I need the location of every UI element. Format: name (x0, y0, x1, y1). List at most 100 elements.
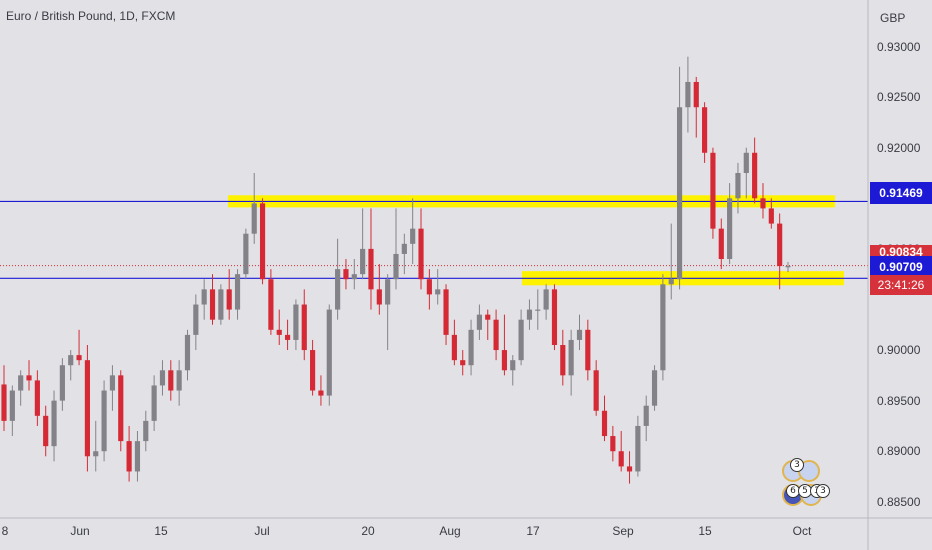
price-tick-label: 0.89000 (877, 444, 921, 459)
candle-body (134, 441, 141, 472)
badge-number: 6 (786, 484, 800, 498)
bar-countdown: 23:41:26 (870, 275, 932, 295)
candle-body (26, 375, 32, 381)
candle-body (777, 223, 783, 267)
candle-body (451, 334, 457, 361)
candle-body (576, 329, 583, 340)
candle-body (276, 329, 282, 335)
candle-body (535, 309, 541, 311)
date-tick-label: 15 (154, 524, 168, 538)
candle-body (326, 309, 332, 396)
date-tick-label: 15 (698, 524, 712, 538)
candle-body (727, 198, 733, 259)
candle-body (201, 289, 207, 305)
upper-level-tag: 0.91469 (870, 182, 932, 204)
candle-body (101, 390, 107, 452)
candle-body (685, 81, 691, 108)
candle-body (93, 451, 99, 457)
candle-body (310, 350, 316, 391)
candle-body (735, 173, 741, 199)
last-price-tag: 0.90834 (870, 245, 932, 259)
candle-body (493, 319, 499, 351)
date-tick-label: Aug (439, 524, 461, 538)
price-tick-label: 0.89500 (877, 393, 921, 408)
candle-body (59, 365, 65, 401)
candle-body (9, 390, 15, 421)
candle-body (34, 380, 40, 416)
date-tick-label: 17 (526, 524, 540, 538)
candle-body (635, 425, 641, 472)
candle-body (193, 304, 199, 335)
candle-body (718, 228, 724, 259)
price-tick-label: 0.90000 (877, 343, 921, 358)
candle-body (18, 375, 24, 391)
candle-body (543, 289, 549, 310)
candle-body (418, 228, 424, 280)
candle-body (501, 350, 508, 371)
candle-body (585, 329, 591, 371)
candle-body (109, 375, 116, 391)
price-tick-label: 0.93000 (877, 39, 921, 54)
candle-body (184, 334, 191, 371)
candle-body (526, 309, 533, 320)
candle-body (351, 274, 357, 280)
candle-body (268, 279, 274, 330)
candle-body (343, 269, 349, 280)
candle-body (126, 441, 132, 472)
candle-body (151, 385, 157, 421)
candle-body (560, 344, 566, 376)
date-tick-label: Sep (612, 524, 634, 538)
candle-body (518, 319, 524, 361)
candle-body (259, 203, 266, 280)
date-tick-label: Jul (254, 524, 270, 538)
candle-body (43, 415, 49, 447)
candle-body (468, 329, 474, 366)
date-tick-label: 20 (361, 524, 375, 538)
candle-body (551, 289, 558, 345)
candle-body (76, 355, 82, 361)
candle-body (143, 420, 149, 442)
candle-body (568, 339, 574, 376)
candle-body (660, 284, 666, 371)
candle-body (301, 304, 307, 351)
candle-body (760, 198, 766, 209)
symbol-title: Euro / British Pound, 1D, FXCM (6, 9, 176, 23)
candle-body (293, 304, 299, 340)
candle-body (693, 81, 699, 108)
candle-body (401, 243, 407, 254)
candle-body (676, 107, 683, 280)
candle-body (785, 266, 791, 268)
candle-body (234, 274, 241, 310)
candle-body (593, 370, 599, 411)
lower-level-tag: 0.90709 (870, 256, 932, 278)
candle-body (601, 410, 608, 437)
date-tick-label: Oct (792, 524, 812, 538)
candle-body (443, 289, 449, 335)
candle-body (476, 314, 482, 330)
candle-body (618, 451, 624, 467)
candle-body (318, 390, 324, 396)
candle-body (752, 152, 758, 199)
price-tick-label: 0.92500 (877, 90, 921, 105)
date-tick-label: Jun (70, 524, 90, 538)
candle-body (435, 289, 441, 295)
badge-number: 3 (816, 484, 830, 498)
candle-body (385, 279, 391, 305)
candle-body (610, 436, 616, 452)
candle-body (768, 208, 774, 224)
candle-body (209, 289, 216, 320)
candle-body (51, 400, 57, 447)
candle-body (368, 248, 374, 290)
candle-body (118, 375, 124, 442)
badge-number: 3 (790, 458, 804, 472)
candle-body (702, 107, 708, 153)
price-tick-label: 0.92000 (877, 140, 921, 155)
candle-body (243, 233, 249, 275)
candle-body (376, 289, 382, 305)
publisher-badge[interactable]: 3 6 5 3 3 (780, 458, 830, 510)
date-tick-label: 8 (1, 524, 9, 538)
candle-body (84, 360, 90, 457)
candle-body (284, 334, 291, 340)
